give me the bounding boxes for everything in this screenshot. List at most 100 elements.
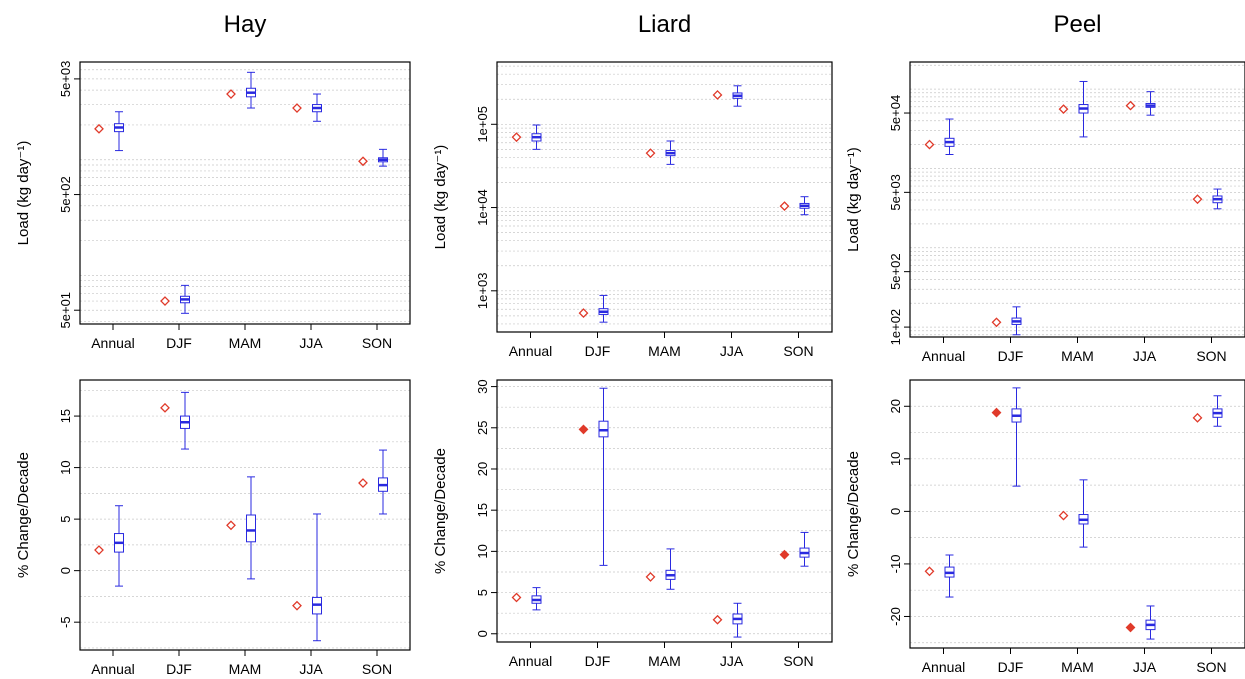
x-tick-label: DJF xyxy=(998,659,1024,675)
y-tick-label: 1e+02 xyxy=(888,309,903,346)
y-tick-label: 1e+05 xyxy=(475,106,490,143)
observed-marker xyxy=(358,156,368,167)
x-tick-label: SON xyxy=(362,335,392,351)
observed-marker xyxy=(924,139,935,150)
box-mam xyxy=(246,476,256,580)
y-tick-label: 15 xyxy=(58,409,73,423)
observed-marker xyxy=(712,90,723,100)
observed-marker xyxy=(924,566,935,577)
observed-marker xyxy=(991,407,1002,418)
observed-marker xyxy=(578,308,589,318)
y-tick-label: 10 xyxy=(888,452,903,466)
grid-lines xyxy=(497,65,832,325)
observed-marker xyxy=(226,520,236,531)
y-tick-label: 5e+01 xyxy=(58,292,73,329)
y-tick-label: 20 xyxy=(475,462,490,476)
x-tick-label: Annual xyxy=(91,661,135,677)
x-tick-label: JJA xyxy=(299,335,323,351)
y-tick-label: 15 xyxy=(475,503,490,517)
x-tick-label: Annual xyxy=(922,348,966,364)
x-tick-label: Annual xyxy=(509,653,553,669)
observed-marker xyxy=(578,424,589,435)
panel-title: Liard xyxy=(638,11,691,38)
x-tick-label: JJA xyxy=(1133,659,1157,675)
box-annual xyxy=(531,124,542,150)
observed-marker xyxy=(712,614,723,625)
y-axis-label: % Change/Decade xyxy=(845,451,862,577)
box-annual xyxy=(531,587,542,611)
box-mam xyxy=(665,140,676,165)
observed-marker xyxy=(779,201,790,212)
observed-marker xyxy=(1125,100,1136,111)
panel-hay-change: -5 0 5 10 15 Annual DJF MAM JJA SON % Change/Decad… xyxy=(15,379,411,677)
y-tick-label: 25 xyxy=(475,421,490,435)
x-tick-label: MAM xyxy=(648,343,681,359)
box-jja xyxy=(312,93,322,122)
x-tick-label: DJF xyxy=(585,653,611,669)
y-axis-label: % Change/Decade xyxy=(15,452,32,578)
y-tick-label: 5e+03 xyxy=(58,61,73,98)
observed-marker xyxy=(511,592,522,603)
box-son xyxy=(1212,395,1223,427)
box-annual xyxy=(114,505,124,587)
observed-marker xyxy=(645,571,656,582)
x-tick-label: DJF xyxy=(166,661,192,677)
y-tick-label: 0 xyxy=(58,567,73,574)
y-axis-label: Load (kg day⁻¹) xyxy=(432,145,449,250)
observed-marker xyxy=(1192,194,1203,205)
box-mam xyxy=(665,548,676,590)
box-son xyxy=(1212,188,1223,210)
x-tick-label: JJA xyxy=(299,661,323,677)
y-tick-label: 5e+03 xyxy=(888,174,903,211)
x-tick-label: MAM xyxy=(1061,348,1094,364)
y-tick-label: 30 xyxy=(475,379,490,393)
box-annual xyxy=(944,118,955,156)
y-tick-label: 5 xyxy=(475,589,490,596)
box-jja xyxy=(732,602,743,638)
y-tick-label: -10 xyxy=(888,555,903,574)
panel-title: Hay xyxy=(224,11,267,38)
x-tick-label: JJA xyxy=(720,653,744,669)
box-son xyxy=(799,196,810,216)
x-tick-label: JJA xyxy=(720,343,744,359)
x-tick-label: SON xyxy=(362,661,392,677)
box-annual xyxy=(114,111,124,152)
y-tick-label: 1e+03 xyxy=(475,273,490,310)
y-tick-label: 20 xyxy=(888,399,903,413)
x-tick-label: DJF xyxy=(166,335,192,351)
panel-peel-change: -20 -10 0 10 20 Annual DJF MAM JJA SON % Change/De… xyxy=(845,379,1245,675)
y-tick-label: 5e+04 xyxy=(888,95,903,132)
x-tick-label: JJA xyxy=(1133,348,1157,364)
x-tick-label: DJF xyxy=(585,343,611,359)
panel-liard-change: 0 5 10 15 20 25 30 Annual DJF MAM JJA SON % Change/D… xyxy=(432,379,833,669)
panel-liard-load: 1e+03 1e+04 1e+05 Annual DJF MAM JJA SON Load (k… xyxy=(432,11,833,359)
y-tick-label: 5 xyxy=(58,516,73,523)
observed-marker xyxy=(94,123,104,134)
box-jja xyxy=(1145,91,1156,116)
box-annual xyxy=(944,554,955,598)
box-jja xyxy=(732,85,743,107)
observed-marker xyxy=(779,549,790,560)
observed-marker xyxy=(645,148,656,159)
box-iqr xyxy=(246,514,256,543)
plot-frame xyxy=(79,379,411,651)
box-mam xyxy=(246,71,256,109)
box-son xyxy=(378,148,388,167)
box-son xyxy=(378,449,388,515)
y-tick-label: 5e+02 xyxy=(888,253,903,290)
observed-marker xyxy=(358,478,368,488)
y-axis-label: Load (kg day⁻¹) xyxy=(845,147,862,252)
y-tick-label: -20 xyxy=(888,607,903,626)
y-tick-label: 5e+02 xyxy=(58,176,73,213)
x-tick-label: SON xyxy=(783,343,813,359)
grid-lines xyxy=(497,386,832,635)
observed-marker xyxy=(94,545,104,555)
observed-marker xyxy=(160,402,170,413)
observed-marker xyxy=(1058,510,1069,521)
x-tick-label: Annual xyxy=(509,343,553,359)
observed-marker xyxy=(160,296,170,306)
x-tick-label: SON xyxy=(783,653,813,669)
y-tick-label: 10 xyxy=(475,544,490,558)
y-tick-label: 0 xyxy=(888,508,903,515)
